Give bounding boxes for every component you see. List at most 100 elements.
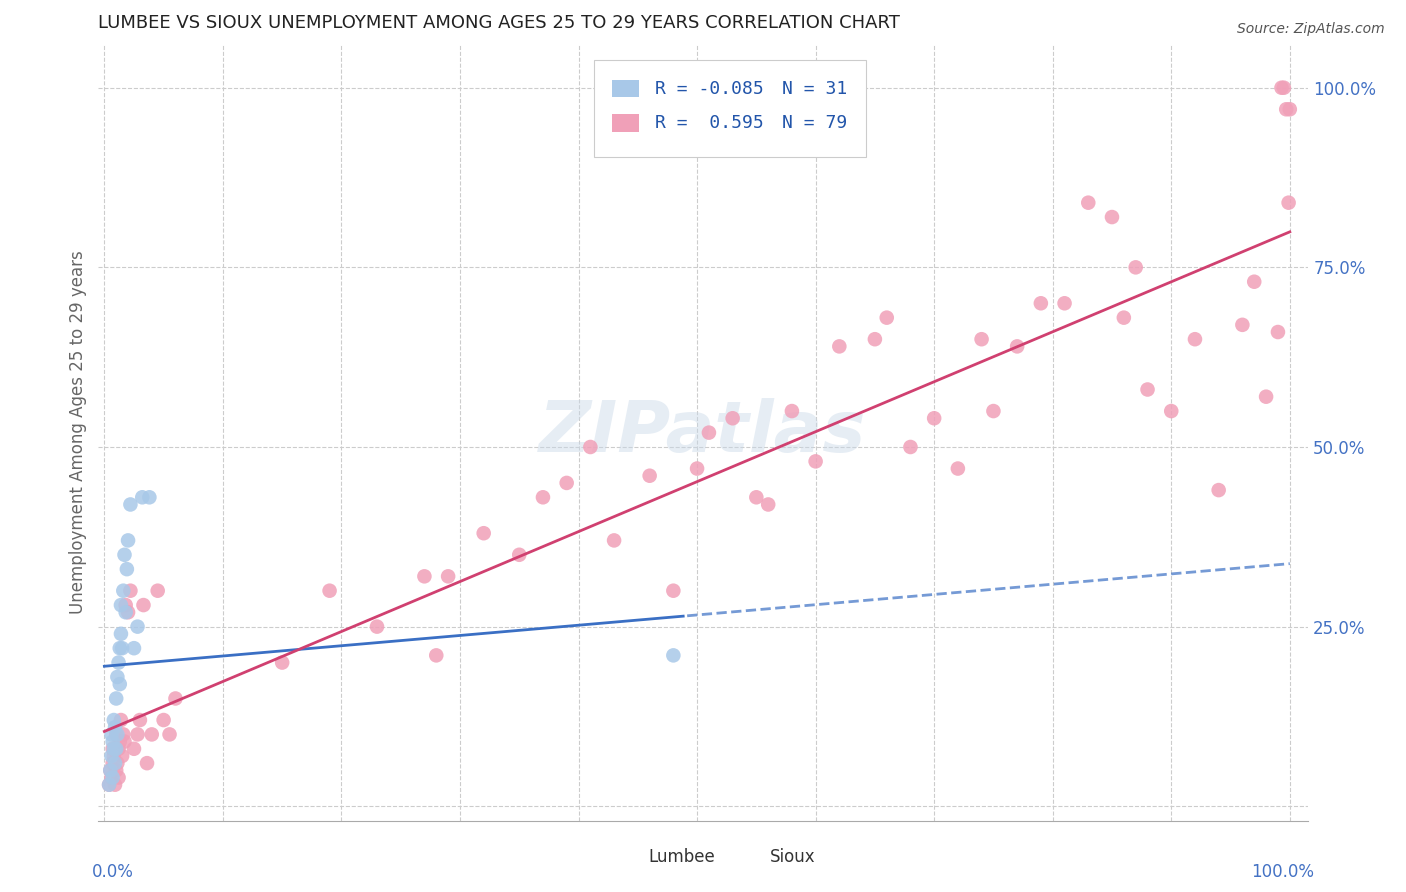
- Point: [1254, 390, 1277, 404]
- Point: [1077, 195, 1099, 210]
- Point: [946, 461, 969, 475]
- Point: [100, 727, 122, 741]
- Point: [165, 691, 187, 706]
- Point: [105, 727, 128, 741]
- Point: [136, 756, 159, 771]
- Point: [100, 771, 122, 785]
- FancyBboxPatch shape: [595, 60, 866, 157]
- Point: [863, 332, 886, 346]
- Point: [579, 440, 602, 454]
- Point: [112, 583, 135, 598]
- Point: [105, 756, 128, 771]
- Point: [141, 727, 163, 741]
- Point: [105, 727, 128, 741]
- Text: LUMBEE VS SIOUX UNEMPLOYMENT AMONG AGES 25 TO 29 YEARS CORRELATION CHART: LUMBEE VS SIOUX UNEMPLOYMENT AMONG AGES …: [98, 14, 900, 32]
- Point: [114, 605, 136, 619]
- Point: [1005, 339, 1028, 353]
- Point: [103, 741, 125, 756]
- Point: [98, 764, 121, 778]
- Point: [127, 620, 149, 634]
- Point: [129, 713, 152, 727]
- Point: [111, 641, 134, 656]
- Point: [413, 569, 436, 583]
- Point: [105, 691, 128, 706]
- Text: Lumbee: Lumbee: [648, 848, 716, 866]
- Point: [159, 727, 181, 741]
- Point: [1278, 103, 1301, 117]
- Point: [1125, 260, 1147, 275]
- Point: [104, 756, 127, 771]
- Point: [117, 533, 139, 548]
- Point: [828, 339, 851, 353]
- Point: [1270, 80, 1292, 95]
- Point: [876, 310, 898, 325]
- Point: [508, 548, 530, 562]
- Point: [108, 641, 131, 656]
- Point: [804, 454, 827, 468]
- Point: [970, 332, 993, 346]
- Point: [1029, 296, 1052, 310]
- Point: [638, 468, 661, 483]
- Point: [127, 727, 149, 741]
- Point: [152, 713, 174, 727]
- Text: N = 31: N = 31: [782, 80, 846, 98]
- Point: [103, 713, 125, 727]
- Point: [900, 440, 922, 454]
- Point: [107, 656, 129, 670]
- Point: [1275, 103, 1298, 117]
- Point: [120, 583, 142, 598]
- Point: [1272, 80, 1295, 95]
- Point: [318, 583, 340, 598]
- Point: [101, 734, 124, 748]
- Point: [110, 598, 132, 612]
- Point: [108, 677, 131, 691]
- Point: [603, 533, 626, 548]
- Bar: [624, 851, 644, 863]
- Point: [103, 749, 125, 764]
- Point: [122, 741, 145, 756]
- Point: [1267, 325, 1289, 339]
- Point: [101, 741, 124, 756]
- Point: [98, 778, 121, 792]
- Point: [132, 598, 155, 612]
- Point: [1101, 210, 1123, 224]
- Text: R = -0.085: R = -0.085: [655, 80, 763, 98]
- Point: [105, 764, 128, 778]
- Point: [114, 734, 136, 748]
- Point: [1136, 383, 1159, 397]
- Point: [531, 491, 554, 505]
- Point: [780, 404, 803, 418]
- Point: [114, 598, 136, 612]
- Y-axis label: Unemployment Among Ages 25 to 29 years: Unemployment Among Ages 25 to 29 years: [69, 251, 87, 615]
- Point: [107, 771, 129, 785]
- Point: [117, 605, 139, 619]
- Text: R =  0.595: R = 0.595: [655, 114, 763, 132]
- Text: Sioux: Sioux: [769, 848, 815, 866]
- Point: [1243, 275, 1265, 289]
- Point: [146, 583, 169, 598]
- Point: [271, 656, 294, 670]
- Text: ZIPatlas: ZIPatlas: [540, 398, 866, 467]
- Point: [114, 548, 136, 562]
- Point: [101, 771, 124, 785]
- Point: [115, 562, 138, 576]
- Point: [1278, 195, 1301, 210]
- Point: [110, 713, 132, 727]
- Point: [437, 569, 460, 583]
- Point: [111, 749, 134, 764]
- Point: [138, 491, 160, 505]
- Point: [104, 778, 127, 792]
- Point: [686, 461, 709, 475]
- Point: [101, 756, 124, 771]
- Point: [922, 411, 945, 425]
- Point: [472, 526, 495, 541]
- Point: [983, 404, 1005, 418]
- Point: [745, 491, 768, 505]
- Point: [105, 670, 128, 684]
- Bar: [745, 851, 765, 863]
- Point: [662, 583, 685, 598]
- Point: [1112, 310, 1135, 325]
- Bar: [613, 114, 638, 131]
- Point: [112, 727, 135, 741]
- Text: N = 79: N = 79: [782, 114, 846, 132]
